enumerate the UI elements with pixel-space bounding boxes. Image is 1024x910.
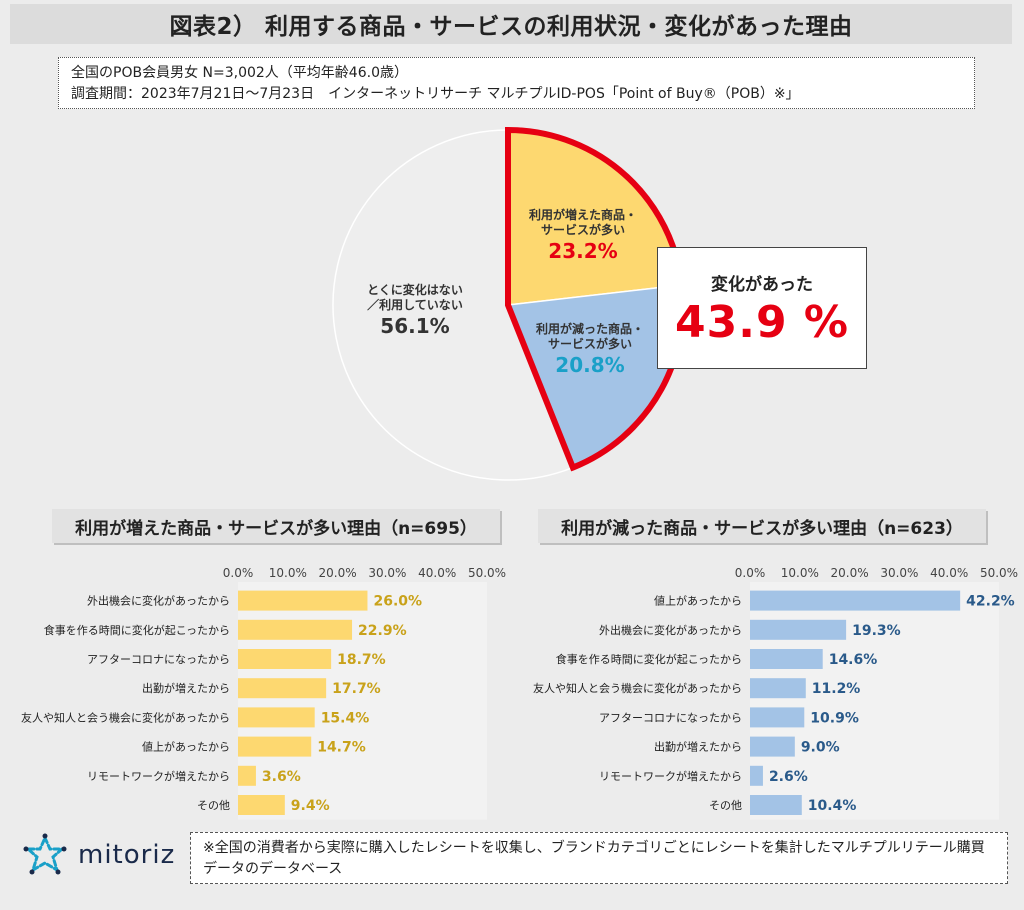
- pie-label-nochange-cap2: ／利用していない: [367, 298, 463, 312]
- bar-value-label: 22.9%: [358, 623, 407, 639]
- bar: [750, 765, 763, 786]
- bar-value-label: 26.0%: [373, 594, 422, 610]
- x-tick-label: 0.0%: [223, 566, 254, 580]
- bar: [750, 649, 823, 669]
- bar: [238, 795, 285, 815]
- bar: [238, 707, 315, 728]
- x-tick-label: 40.0%: [418, 566, 456, 580]
- bar-value-label: 15.4%: [321, 710, 370, 726]
- bar: [750, 590, 961, 611]
- change-total-value: 43.9 %: [675, 297, 849, 348]
- bar-value-label: 18.7%: [337, 652, 386, 668]
- bar: [238, 590, 368, 611]
- category-label: 食事を作る時間に変化が起こったから: [44, 623, 230, 637]
- x-tick-label: 20.0%: [831, 566, 869, 580]
- mitoriz-wordmark: mitoriz: [78, 840, 176, 870]
- bar-value-label: 9.0%: [801, 740, 840, 756]
- category-label: その他: [197, 799, 230, 812]
- pie-label-nochange: とくに変化はない ／利用していない 56.1%: [340, 283, 490, 339]
- bar: [750, 678, 806, 699]
- x-tick-label: 10.0%: [781, 566, 819, 580]
- bar-value-label: 2.6%: [769, 769, 808, 785]
- pie-label-decreased-cap2: サービスが多い: [547, 337, 632, 351]
- category-label: その他: [709, 799, 742, 812]
- category-label: 値上があったから: [142, 740, 230, 754]
- survey-info: 全国のPOB会員男女 N=3,002人（平均年齢46.0歳） 調査期間：2023…: [58, 57, 975, 109]
- bar: [238, 619, 353, 640]
- pie-label-decreased: 利用が減った商品・ サービスが多い 20.8%: [515, 322, 665, 378]
- x-tick-label: 50.0%: [468, 566, 506, 580]
- bar-value-label: 3.6%: [262, 769, 301, 785]
- pie-label-increased-cap2: サービスが多い: [540, 223, 625, 237]
- bar-value-label: 10.4%: [808, 798, 857, 814]
- increase-reasons-title: 利用が増えた商品・サービスが多い理由（n=695）: [52, 509, 500, 543]
- pie-label-increased: 利用が増えた商品・ サービスが多い 23.2%: [508, 208, 658, 264]
- x-tick-label: 0.0%: [735, 566, 766, 580]
- decrease-reasons-chart: 0.0% 10.0% 20.0% 30.0% 40.0% 50.0% 値上があったから 42.…: [533, 566, 1018, 820]
- x-tick-label: 50.0%: [980, 566, 1018, 580]
- bar-value-label: 9.4%: [291, 798, 330, 814]
- category-label: 出勤が増えたから: [142, 681, 230, 695]
- pie-label-decreased-cap1: 利用が減った商品・: [535, 322, 644, 336]
- bar-value-label: 11.2%: [812, 681, 861, 697]
- category-label: 外出機会に変化があったから: [87, 594, 230, 608]
- pie-value-increased: 23.2%: [548, 239, 618, 263]
- category-label: 友人や知人と会う機会に変化があったから: [21, 710, 230, 724]
- category-label: リモートワークが増えたから: [599, 769, 742, 783]
- x-tick-label: 40.0%: [930, 566, 968, 580]
- survey-info-line1: 全国のPOB会員男女 N=3,002人（平均年齢46.0歳）: [71, 65, 408, 81]
- pie-value-decreased: 20.8%: [555, 353, 625, 377]
- bar-value-label: 14.7%: [317, 740, 366, 756]
- bar-value-label: 17.7%: [332, 681, 381, 697]
- survey-info-line2: 調査期間：2023年7月21日～7月23日 インターネットリサーチ マルチプルI…: [71, 86, 800, 102]
- pie-label-increased-cap1: 利用が増えた商品・: [528, 208, 637, 222]
- change-total-box: 変化があった 43.9 %: [657, 247, 867, 369]
- bar-value-label: 42.2%: [966, 594, 1015, 610]
- bar: [750, 795, 802, 815]
- decrease-reasons-title: 利用が減った商品・サービスが多い理由（n=623）: [538, 509, 986, 543]
- bar: [750, 707, 805, 728]
- category-label: 外出機会に変化があったから: [599, 623, 742, 637]
- bar: [238, 678, 327, 699]
- mitoriz-star-logo-icon: [23, 833, 67, 875]
- x-tick-label: 30.0%: [368, 566, 406, 580]
- mitoriz-logo: mitoriz: [22, 832, 175, 878]
- x-tick-label: 20.0%: [319, 566, 357, 580]
- bar: [750, 736, 795, 757]
- footnote: ※全国の消費者から実際に購入したレシートを収集し、ブランドカテゴリごとにレシート…: [190, 832, 1008, 884]
- pie-value-nochange: 56.1%: [380, 314, 450, 338]
- category-label: 値上があったから: [654, 594, 742, 608]
- category-label: 出勤が増えたから: [654, 740, 742, 754]
- bar: [238, 649, 332, 669]
- category-label: アフターコロナになったから: [87, 653, 230, 666]
- category-label: 友人や知人と会う機会に変化があったから: [533, 681, 742, 695]
- page-title: 図表2） 利用する商品・サービスの利用状況・変化があった理由: [10, 4, 1012, 44]
- bar-value-label: 14.6%: [829, 652, 878, 668]
- change-total-caption: 変化があった: [711, 275, 813, 295]
- x-tick-label: 10.0%: [269, 566, 307, 580]
- bar-value-label: 19.3%: [852, 623, 901, 639]
- pie-label-nochange-cap1: とくに変化はない: [367, 283, 463, 297]
- increase-reasons-chart: 0.0% 10.0% 20.0% 30.0% 40.0% 50.0% 外出機会に変化があった…: [21, 566, 506, 820]
- category-label: リモートワークが増えたから: [87, 769, 230, 783]
- category-label: 食事を作る時間に変化が起こったから: [556, 652, 742, 666]
- bar: [238, 765, 256, 786]
- x-tick-label: 30.0%: [880, 566, 918, 580]
- pie-slice-nochange: [332, 129, 574, 481]
- category-label: アフターコロナになったから: [599, 711, 742, 724]
- bar: [238, 736, 312, 757]
- bar-value-label: 10.9%: [810, 710, 859, 726]
- bar: [750, 619, 847, 640]
